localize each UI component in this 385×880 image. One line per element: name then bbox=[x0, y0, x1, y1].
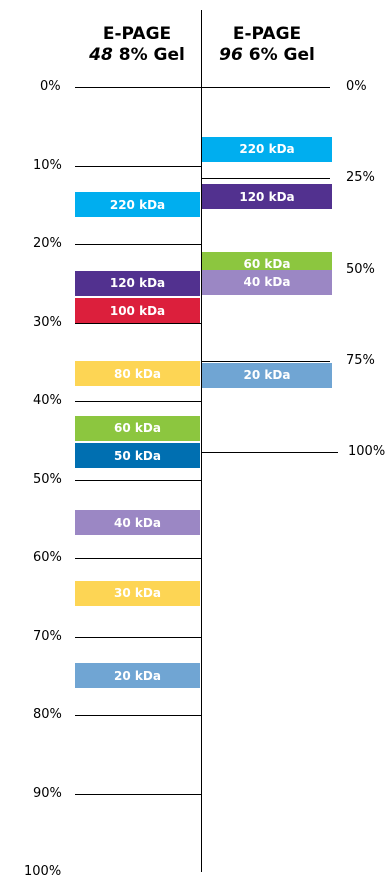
left-lane-band: 30 kDa bbox=[75, 580, 200, 606]
left-scale-label: 80% bbox=[33, 707, 62, 722]
left-scale-label: 40% bbox=[33, 393, 62, 408]
column-title-right-gel-label: 6% Gel bbox=[242, 45, 315, 65]
column-title-right-gel: 96 6% Gel bbox=[202, 45, 332, 66]
column-title-left-gel-label: 8% Gel bbox=[112, 45, 185, 65]
right-lane-band: 40 kDa bbox=[202, 269, 332, 295]
left-lane-band: 40 kDa bbox=[75, 510, 200, 536]
left-lane-band: 100 kDa bbox=[75, 298, 200, 324]
column-title-right-number: 96 bbox=[219, 45, 243, 65]
right-lane-band: 220 kDa bbox=[202, 136, 332, 162]
right-scale-label: 75% bbox=[346, 352, 375, 368]
right-scale-tick bbox=[202, 87, 330, 88]
lane-divider bbox=[201, 10, 202, 872]
column-title-left: E-PAGE 48 8% Gel bbox=[75, 24, 199, 66]
left-lane-band: 220 kDa bbox=[75, 192, 200, 218]
left-scale-tick bbox=[75, 715, 201, 716]
column-title-left-name: E-PAGE bbox=[102, 24, 172, 44]
left-lane-band: 120 kDa bbox=[75, 270, 200, 296]
left-scale-label: 90% bbox=[33, 785, 62, 801]
left-scale-tick bbox=[75, 401, 201, 402]
left-lane-band: 60 kDa bbox=[75, 415, 200, 441]
right-scale-label: 25% bbox=[346, 170, 375, 186]
right-lane-band: 120 kDa bbox=[202, 184, 332, 209]
right-scale-tick bbox=[202, 178, 330, 180]
left-scale-tick bbox=[75, 244, 201, 245]
left-scale-tick bbox=[75, 87, 201, 88]
left-scale-label: 70% bbox=[33, 628, 62, 644]
column-title-right-name: E-PAGE bbox=[232, 24, 302, 44]
left-scale-tick bbox=[75, 165, 201, 167]
left-scale-label: 10% bbox=[33, 157, 62, 173]
left-scale-label: 20% bbox=[33, 236, 62, 251]
right-scale-label: 100% bbox=[348, 444, 385, 459]
left-scale-label: 0% bbox=[40, 79, 61, 94]
right-scale-label: 0% bbox=[346, 79, 367, 94]
right-scale-tick bbox=[202, 360, 330, 362]
left-lane-band: 20 kDa bbox=[75, 663, 200, 689]
left-lane-band: 50 kDa bbox=[75, 443, 200, 469]
column-title-left-gel: 48 8% Gel bbox=[75, 45, 199, 66]
left-scale-tick bbox=[75, 558, 201, 559]
left-scale-tick bbox=[75, 793, 201, 795]
left-scale-label: 60% bbox=[33, 550, 62, 565]
left-scale-label: 30% bbox=[33, 314, 62, 330]
left-scale-tick bbox=[75, 479, 201, 481]
column-title-right: E-PAGE 96 6% Gel bbox=[202, 24, 332, 66]
right-scale-tick bbox=[202, 452, 338, 453]
left-scale-label: 100% bbox=[24, 864, 62, 879]
right-scale-label: 50% bbox=[346, 261, 375, 277]
left-lane-band: 80 kDa bbox=[75, 361, 200, 387]
left-scale-label: 50% bbox=[33, 471, 62, 487]
column-title-left-number: 48 bbox=[89, 45, 113, 65]
left-scale-tick bbox=[75, 636, 201, 638]
right-lane-band: 20 kDa bbox=[202, 362, 332, 388]
